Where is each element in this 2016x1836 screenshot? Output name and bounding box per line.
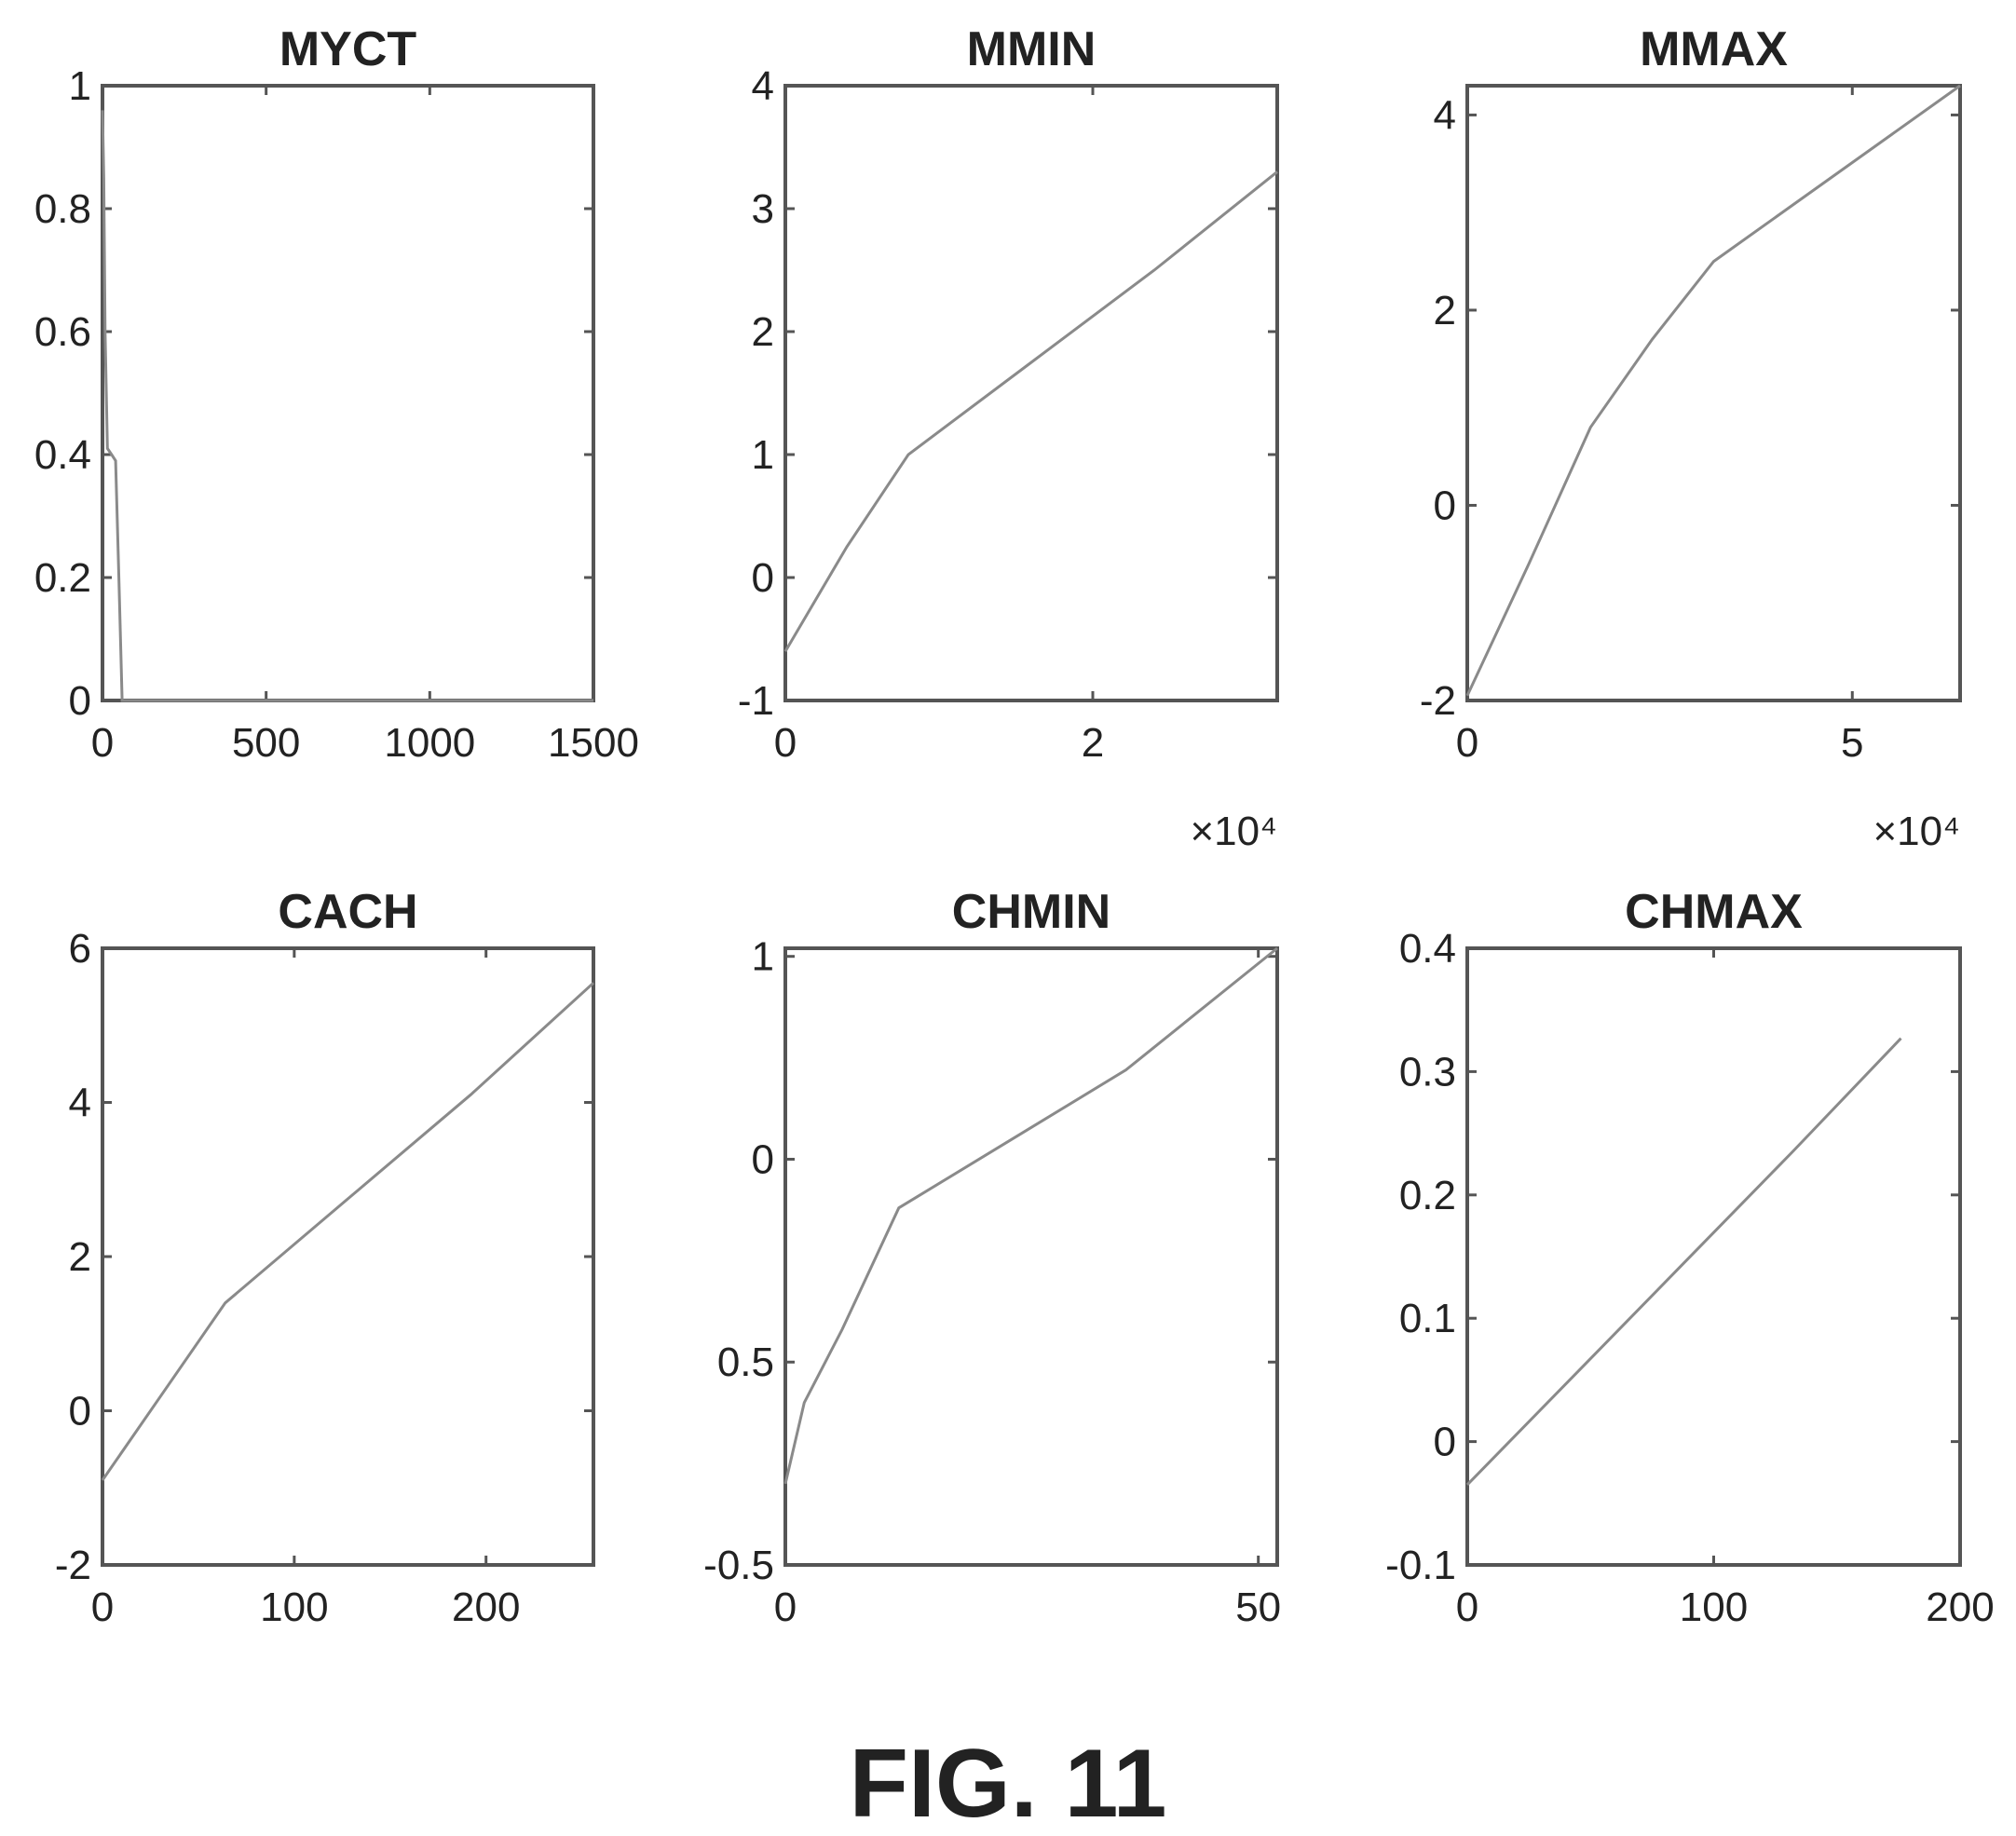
x-tick-label: 1500 [548,720,639,766]
y-tick-label: 3 [752,186,774,232]
subplot-title: MMAX [1640,22,1788,76]
y-tick-label: -0.1 [1385,1543,1456,1588]
subplot-title: CACH [278,885,417,939]
subplot-myct: MYCT 0 500 1000 1500 0 0.2 0.4 0.6 0.8 1 [34,22,639,766]
y-tick-label: 0.2 [1399,1173,1456,1218]
axes-frame [101,946,595,1567]
y-tick-label: 1 [69,63,91,109]
y-tick-label: 2 [69,1234,91,1280]
x-tick-label: 200 [1926,1584,1994,1630]
x-tick-label: 200 [452,1584,520,1630]
y-tick-label: 4 [752,63,774,109]
y-tick-label: 0 [752,555,774,601]
y-tick-label: 4 [1434,92,1456,138]
x-tick-label: 5 [1841,720,1863,766]
series-line [783,170,1278,652]
y-tick-label: 0 [1434,483,1456,528]
axes-frame [1465,84,1962,702]
series-line [101,110,593,702]
x-tick-label: 0 [1456,720,1478,766]
series-line [101,982,595,1481]
y-tick-label: -0.5 [703,1543,774,1588]
x-tick-label: 2 [1082,720,1104,766]
series-line [783,946,1278,1485]
y-tick-label: 0.6 [34,309,91,355]
x-tick-label: 1000 [384,720,475,766]
x-tick-label: 0 [774,720,797,766]
subplot-title: CHMAX [1625,885,1803,939]
y-tick-label: 0.1 [1399,1296,1456,1341]
y-tick-label: 4 [69,1081,91,1126]
series-line [1465,1037,1902,1486]
y-tick-label: 0.4 [1399,926,1456,972]
x-tick-label: 100 [1680,1584,1748,1630]
axes-frame [783,946,1279,1567]
x-axis-multiplier: ×10⁴ [1873,809,1960,854]
subplot-title: MMIN [967,22,1097,76]
x-tick-label: 0 [91,720,114,766]
y-tick-label: 0.2 [34,555,91,601]
y-tick-label: 2 [1434,288,1456,333]
axes-frame [1465,946,1962,1567]
x-tick-label: 0 [774,1584,797,1630]
series-line [1465,84,1961,697]
y-tick-label: 0 [1434,1420,1456,1465]
y-tick-label: 0 [69,1389,91,1435]
x-tick-label: 500 [232,720,300,766]
x-tick-label: 0 [91,1584,114,1630]
subplot-title: CHMIN [952,885,1110,939]
subplot-title: MYCT [279,22,417,76]
y-tick-label: 0.4 [34,432,91,478]
y-tick-label: 0 [69,678,91,724]
y-tick-label: 2 [752,309,774,355]
y-tick-label: -1 [738,678,774,724]
x-tick-label: 50 [1235,1584,1281,1630]
x-tick-label: 100 [260,1584,328,1630]
y-tick-label: -2 [1420,678,1456,724]
y-tick-label: 6 [69,926,91,972]
y-tick-label: 0 [752,1136,774,1182]
y-tick-label: 1 [752,934,774,980]
y-tick-label: 1 [752,432,774,478]
y-tick-label: 0.8 [34,186,91,232]
x-tick-label: 0 [1456,1584,1478,1630]
y-tick-label: -2 [55,1543,91,1588]
y-tick-label: 0.5 [717,1340,774,1385]
axes-frame [101,84,595,702]
y-tick-label: 0.3 [1399,1049,1456,1095]
subplot-chmin: CHMIN 0 50 -0.5 0.5 0 1 [703,885,1281,1630]
axes-frame [783,84,1279,702]
figure-caption: FIG. 11 [849,1730,1166,1836]
x-axis-multiplier: ×10⁴ [1190,809,1277,854]
